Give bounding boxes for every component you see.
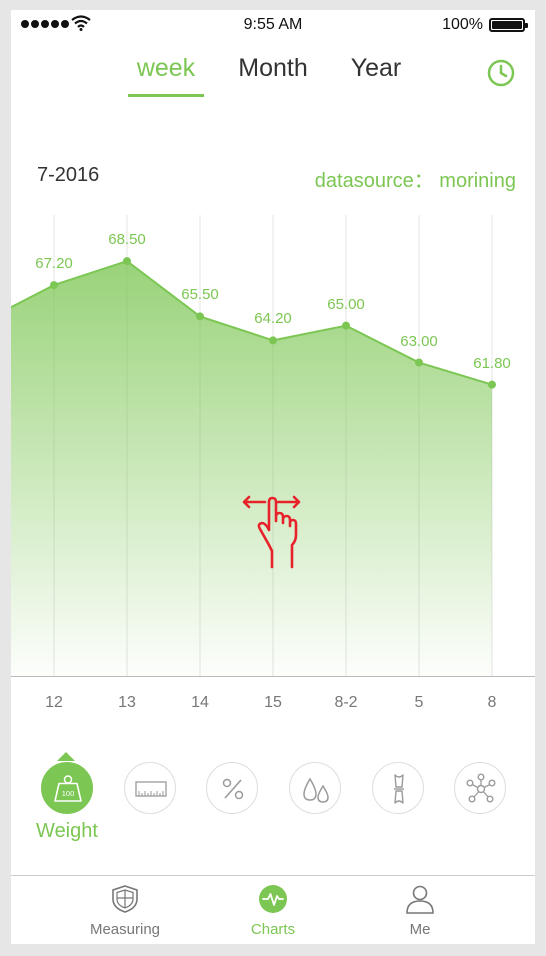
data-value-label: 65.50 xyxy=(181,286,219,304)
data-value-label: 63.00 xyxy=(400,332,438,350)
tab-month-label: Month xyxy=(238,54,308,82)
category-weight[interactable]: 100 xyxy=(41,762,93,814)
x-tick-label: 12 xyxy=(45,694,63,711)
period-tabs: week Month Year xyxy=(11,54,535,104)
history-clock-icon[interactable] xyxy=(487,59,515,87)
bottom-nav: Measuring Charts Me xyxy=(11,875,535,944)
weight-icon: 100 xyxy=(54,775,82,802)
data-value-label: 68.50 xyxy=(108,231,146,249)
data-point[interactable] xyxy=(196,312,204,321)
data-point[interactable] xyxy=(488,380,496,389)
data-point[interactable] xyxy=(123,257,131,266)
category-body-measure[interactable] xyxy=(124,762,176,814)
x-tick-label: 14 xyxy=(191,694,209,711)
nav-me-label: Me xyxy=(409,921,431,938)
tab-week[interactable]: week xyxy=(128,54,204,97)
status-time: 9:55 AM xyxy=(243,16,303,33)
water-drops-icon xyxy=(303,777,329,803)
active-tab-underline xyxy=(128,94,204,97)
wifi-icon xyxy=(71,15,91,31)
battery-percent: 100% xyxy=(442,16,483,33)
nav-charts[interactable]: Charts xyxy=(213,884,333,938)
x-tick-label: 13 xyxy=(118,694,136,711)
x-tick-label: 5 xyxy=(414,694,424,711)
nav-me[interactable]: Me xyxy=(360,884,480,938)
data-value-label: 65.00 xyxy=(327,295,365,313)
category-bone[interactable] xyxy=(372,762,424,814)
weight-chart[interactable]: 67.20 68.50 65.50 64.20 65.00 63.00 61.80 xyxy=(11,215,535,685)
tab-week-label: week xyxy=(136,54,196,82)
chart-line xyxy=(11,259,493,386)
x-tick-label: 15 xyxy=(264,694,282,711)
active-category-indicator xyxy=(57,752,75,761)
molecule-icon xyxy=(466,773,496,803)
chart-date: 7-2016 xyxy=(37,164,100,186)
swipe-gesture-icon xyxy=(242,495,301,569)
x-tick-label: 8 xyxy=(487,694,497,711)
bone-icon xyxy=(394,774,404,804)
nav-charts-label: Charts xyxy=(250,921,296,938)
data-point[interactable] xyxy=(50,281,58,290)
tab-year-label: Year xyxy=(350,54,402,82)
data-value-label: 67.20 xyxy=(35,255,73,273)
data-value-label: 64.20 xyxy=(254,310,292,328)
chart-area-fill xyxy=(11,261,492,676)
weight-badge-text: 100 xyxy=(62,789,75,798)
pulse-icon xyxy=(259,885,287,913)
status-bar: 9:55 AM 100% xyxy=(11,10,535,40)
shield-icon xyxy=(112,885,138,913)
active-category-label: Weight xyxy=(36,820,98,842)
category-water[interactable] xyxy=(289,762,341,814)
x-axis-line xyxy=(11,676,535,677)
data-point[interactable] xyxy=(415,358,423,367)
nav-measuring-label: Measuring xyxy=(89,921,161,938)
datasource-selector[interactable]: datasource： morining xyxy=(314,170,516,192)
category-protein[interactable] xyxy=(454,762,506,814)
data-point[interactable] xyxy=(269,336,277,345)
phone-screen: 9:55 AM 100% week Month Year 7-2016 data… xyxy=(11,10,535,944)
battery-icon xyxy=(489,18,528,32)
signal-icon xyxy=(21,20,69,28)
nav-measuring[interactable]: Measuring xyxy=(65,884,185,938)
data-value-label: 61.80 xyxy=(473,354,511,372)
chart-canvas xyxy=(11,215,496,676)
ruler-icon xyxy=(135,781,167,797)
category-body-fat[interactable] xyxy=(206,762,258,814)
person-icon xyxy=(406,885,434,914)
percent-icon xyxy=(222,778,244,800)
tab-year[interactable]: Year xyxy=(345,54,407,83)
x-tick-label: 8-2 xyxy=(334,694,358,711)
data-point[interactable] xyxy=(342,321,350,330)
tab-month[interactable]: Month xyxy=(231,54,315,83)
